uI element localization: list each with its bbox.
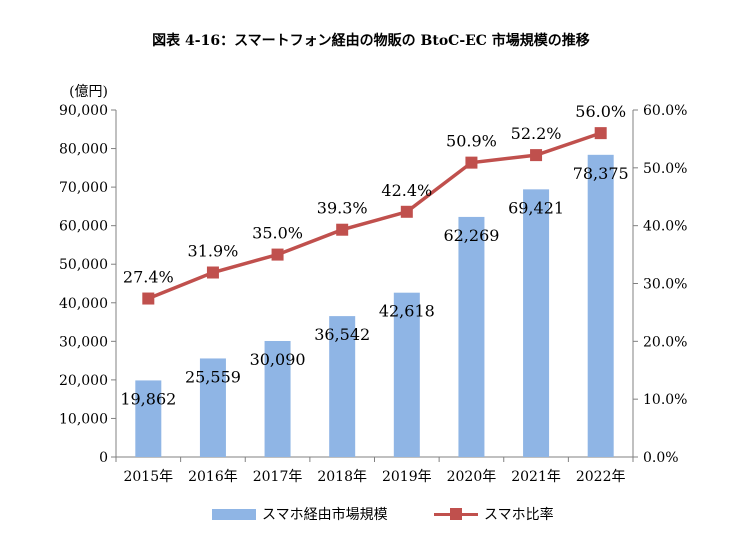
legend-line-label: スマホ比率 — [484, 507, 554, 523]
left-tick-label: 0 — [99, 450, 108, 466]
ratio-line — [147, 131, 602, 301]
left-tick-label: 70,000 — [59, 180, 108, 196]
line-data-label: 27.4% — [123, 268, 174, 287]
left-tick-label: 90,000 — [59, 103, 108, 119]
line-data-label: 39.3% — [317, 199, 368, 218]
line-point — [271, 248, 284, 261]
bar — [199, 358, 226, 457]
bar — [393, 292, 420, 457]
x-tick-label: 2022年 — [576, 469, 626, 485]
right-tick-label: 50.0% — [643, 161, 687, 177]
line-point — [594, 127, 607, 140]
line-data-label: 56.0% — [575, 102, 626, 121]
x-tick-label: 2017年 — [253, 469, 303, 485]
line-point — [336, 223, 349, 236]
right-tick-label: 60.0% — [643, 103, 687, 119]
line-data-label: 35.0% — [252, 224, 303, 243]
line-point — [206, 266, 219, 279]
chart-title: 図表 4-16：スマートフォン経由の物販の BtoC-EC 市場規模の推移 — [152, 33, 590, 49]
left-tick-label: 10,000 — [59, 411, 108, 427]
line-data-label: 52.2% — [511, 124, 562, 143]
x-tick-label: 2016年 — [188, 469, 238, 485]
legend-item-bar: スマホ経由市場規模 — [212, 504, 388, 524]
x-tick-label: 2020年 — [447, 469, 497, 485]
right-tick-label: 20.0% — [643, 334, 687, 350]
legend-bar-swatch — [212, 508, 256, 520]
left-tick-label: 40,000 — [59, 296, 108, 312]
bar — [587, 154, 614, 457]
x-tick-label: 2019年 — [382, 469, 432, 485]
bar — [135, 380, 162, 457]
x-tick-label: 2015年 — [123, 469, 173, 485]
line-data-label: 31.9% — [188, 242, 239, 261]
bar — [458, 216, 485, 457]
bar — [523, 189, 550, 457]
bar-data-label: 69,421 — [508, 198, 564, 217]
legend: スマホ経由市場規模 スマホ比率 — [0, 504, 742, 528]
bar-data-label: 78,375 — [573, 164, 629, 183]
left-tick-label: 50,000 — [59, 257, 108, 273]
line-data-label: 42.4% — [381, 181, 432, 200]
x-tick-label: 2021年 — [511, 469, 561, 485]
bar — [329, 316, 356, 457]
line-point — [400, 205, 413, 218]
legend-item-line: スマホ比率 — [434, 504, 554, 524]
x-tick-label: 2018年 — [317, 469, 367, 485]
line-point — [530, 149, 543, 162]
bar-data-label: 30,090 — [250, 350, 306, 369]
left-tick-label: 60,000 — [59, 219, 108, 235]
right-tick-label: 40.0% — [643, 219, 687, 235]
bar — [264, 340, 291, 457]
bar-data-label: 62,269 — [443, 226, 499, 245]
right-tick-label: 0.0% — [643, 450, 679, 466]
legend-bar-label: スマホ経由市場規模 — [262, 507, 388, 523]
legend-line-swatch — [434, 508, 478, 520]
bar-data-label: 19,862 — [120, 389, 176, 408]
left-axis-unit: (億円) — [69, 84, 108, 100]
left-tick-label: 30,000 — [59, 334, 108, 350]
line-point — [142, 292, 155, 305]
right-tick-label: 10.0% — [643, 392, 687, 408]
bar-data-label: 36,542 — [314, 325, 370, 344]
left-tick-label: 20,000 — [59, 373, 108, 389]
right-tick-label: 30.0% — [643, 277, 687, 293]
left-tick-label: 80,000 — [59, 142, 108, 158]
bar-data-label: 25,559 — [185, 367, 241, 386]
line-point — [465, 156, 478, 169]
bar-data-label: 42,618 — [379, 302, 435, 321]
line-data-label: 50.9% — [446, 132, 497, 151]
